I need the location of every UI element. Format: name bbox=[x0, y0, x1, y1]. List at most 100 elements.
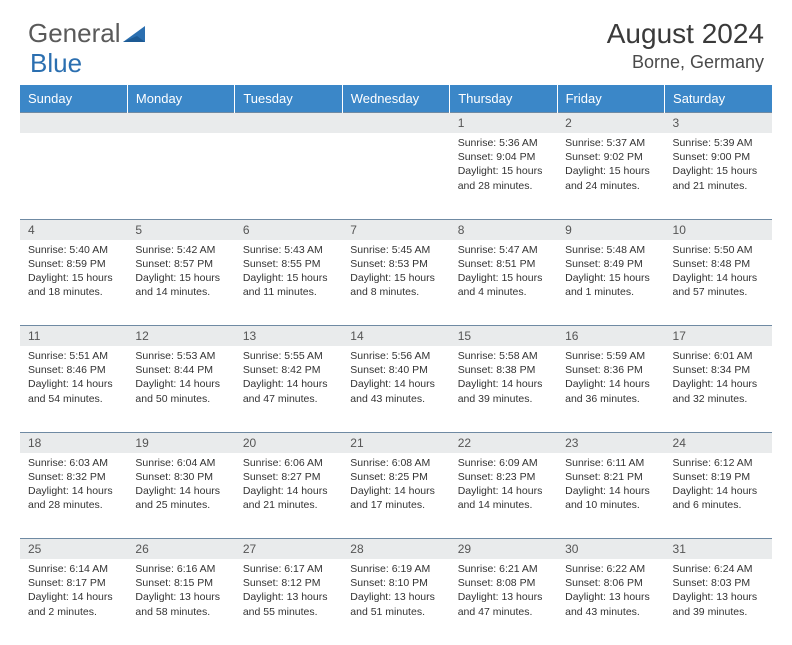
day-content: Sunrise: 6:09 AMSunset: 8:23 PMDaylight:… bbox=[450, 453, 557, 517]
sunrise-text: Sunrise: 5:47 AM bbox=[458, 243, 549, 257]
day-content: Sunrise: 5:37 AMSunset: 9:02 PMDaylight:… bbox=[557, 133, 664, 197]
daylight-text: Daylight: 13 hours and 43 minutes. bbox=[565, 590, 656, 618]
day-number-cell bbox=[127, 113, 234, 134]
day-content-row: Sunrise: 6:14 AMSunset: 8:17 PM Daylight:… bbox=[20, 559, 772, 645]
day-content-cell: Sunrise: 6:22 AMSunset: 8:06 PMDaylight:… bbox=[557, 559, 664, 645]
sunrise-text: Sunrise: 6:01 AM bbox=[673, 349, 764, 363]
day-content: Sunrise: 5:50 AMSunset: 8:48 PMDaylight:… bbox=[665, 240, 772, 304]
daylight-text: Daylight: 14 hours and 25 minutes. bbox=[135, 484, 226, 512]
daylight-text: Daylight: 13 hours and 51 minutes. bbox=[350, 590, 441, 618]
daylight-text: Daylight: 14 hours and 17 minutes. bbox=[350, 484, 441, 512]
day-content-cell: Sunrise: 6:09 AMSunset: 8:23 PMDaylight:… bbox=[450, 453, 557, 539]
daylight-text: Daylight: 14 hours and 43 minutes. bbox=[350, 377, 441, 405]
sunset-text: Sunset: 8:06 PM bbox=[565, 576, 656, 590]
day-content: Sunrise: 5:53 AMSunset: 8:44 PMDaylight:… bbox=[127, 346, 234, 410]
sunrise-text: Sunrise: 6:06 AM bbox=[243, 456, 334, 470]
day-content: Sunrise: 6:16 AMSunset: 8:15 PMDaylight:… bbox=[127, 559, 234, 623]
sunset-text: Sunset: 8:36 PM bbox=[565, 363, 656, 377]
sunset-text: Sunset: 8:51 PM bbox=[458, 257, 549, 271]
day-content-cell: Sunrise: 5:42 AMSunset: 8:57 PMDaylight:… bbox=[127, 240, 234, 326]
sunrise-text: Sunrise: 5:48 AM bbox=[565, 243, 656, 257]
daylight-text: Daylight: 14 hours and 54 minutes. bbox=[28, 377, 119, 405]
sunrise-text: Sunrise: 6:08 AM bbox=[350, 456, 441, 470]
sunrise-text: Sunrise: 6:16 AM bbox=[135, 562, 226, 576]
sunset-text: Sunset: 8:17 PM bbox=[28, 576, 119, 590]
day-content-cell: Sunrise: 5:50 AMSunset: 8:48 PMDaylight:… bbox=[665, 240, 772, 326]
day-number-cell: 29 bbox=[450, 539, 557, 560]
sunrise-text: Sunrise: 6:03 AM bbox=[28, 456, 119, 470]
day-number-row: 45678910 bbox=[20, 219, 772, 240]
day-content: Sunrise: 6:24 AMSunset: 8:03 PMDaylight:… bbox=[665, 559, 772, 623]
daylight-text: Daylight: 15 hours and 11 minutes. bbox=[243, 271, 334, 299]
sunset-text: Sunset: 8:42 PM bbox=[243, 363, 334, 377]
calendar-table: Sunday Monday Tuesday Wednesday Thursday… bbox=[20, 85, 772, 645]
day-content: Sunrise: 6:06 AMSunset: 8:27 PMDaylight:… bbox=[235, 453, 342, 517]
day-content-cell: Sunrise: 5:59 AMSunset: 8:36 PMDaylight:… bbox=[557, 346, 664, 432]
logo: General bbox=[28, 18, 147, 49]
daylight-text: Daylight: 15 hours and 24 minutes. bbox=[565, 164, 656, 192]
daylight-text: Daylight: 15 hours and 14 minutes. bbox=[135, 271, 226, 299]
sunrise-text: Sunrise: 5:51 AM bbox=[28, 349, 119, 363]
weekday-header-row: Sunday Monday Tuesday Wednesday Thursday… bbox=[20, 85, 772, 113]
day-content: Sunrise: 6:04 AMSunset: 8:30 PMDaylight:… bbox=[127, 453, 234, 517]
day-number-cell: 8 bbox=[450, 219, 557, 240]
day-content-cell: Sunrise: 5:53 AMSunset: 8:44 PMDaylight:… bbox=[127, 346, 234, 432]
day-content-cell: Sunrise: 6:24 AMSunset: 8:03 PMDaylight:… bbox=[665, 559, 772, 645]
day-number-cell: 14 bbox=[342, 326, 449, 347]
day-number-cell: 31 bbox=[665, 539, 772, 560]
header: General August 2024 Borne, Germany bbox=[0, 0, 792, 81]
day-content: Sunrise: 6:14 AMSunset: 8:17 PMDaylight:… bbox=[20, 559, 127, 623]
day-content-cell: Sunrise: 6:16 AMSunset: 8:15 PMDaylight:… bbox=[127, 559, 234, 645]
day-number-cell: 4 bbox=[20, 219, 127, 240]
day-content-cell: Sunrise: 5:43 AMSunset: 8:55 PMDaylight:… bbox=[235, 240, 342, 326]
sunset-text: Sunset: 8:48 PM bbox=[673, 257, 764, 271]
sunset-text: Sunset: 8:27 PM bbox=[243, 470, 334, 484]
day-number-cell: 21 bbox=[342, 432, 449, 453]
daylight-text: Daylight: 14 hours and 6 minutes. bbox=[673, 484, 764, 512]
sunrise-text: Sunrise: 5:59 AM bbox=[565, 349, 656, 363]
daylight-text: Daylight: 14 hours and 57 minutes. bbox=[673, 271, 764, 299]
sunrise-text: Sunrise: 5:42 AM bbox=[135, 243, 226, 257]
day-content-row: Sunrise: 5:40 AMSunset: 8:59 PMDaylight:… bbox=[20, 240, 772, 326]
day-content-row: Sunrise: 6:03 AMSunset: 8:32 PMDaylight:… bbox=[20, 453, 772, 539]
day-content-cell bbox=[20, 133, 127, 219]
day-number-cell bbox=[20, 113, 127, 134]
day-number-cell: 24 bbox=[665, 432, 772, 453]
daylight-text: Daylight: 13 hours and 47 minutes. bbox=[458, 590, 549, 618]
day-content: Sunrise: 6:12 AMSunset: 8:19 PMDaylight:… bbox=[665, 453, 772, 517]
day-number-cell: 25 bbox=[20, 539, 127, 560]
sunrise-text: Sunrise: 6:09 AM bbox=[458, 456, 549, 470]
day-content-cell: Sunrise: 6:04 AMSunset: 8:30 PMDaylight:… bbox=[127, 453, 234, 539]
day-number-cell: 7 bbox=[342, 219, 449, 240]
day-content: Sunrise: 5:36 AMSunset: 9:04 PMDaylight:… bbox=[450, 133, 557, 197]
sunrise-text: Sunrise: 6:14 AM bbox=[28, 562, 119, 576]
day-content: Sunrise: 5:59 AMSunset: 8:36 PMDaylight:… bbox=[557, 346, 664, 410]
day-number-row: 123 bbox=[20, 113, 772, 134]
sunset-text: Sunset: 8:44 PM bbox=[135, 363, 226, 377]
day-content: Sunrise: 6:17 AMSunset: 8:12 PMDaylight:… bbox=[235, 559, 342, 623]
day-content-cell: Sunrise: 6:19 AMSunset: 8:10 PMDaylight:… bbox=[342, 559, 449, 645]
sunrise-text: Sunrise: 6:12 AM bbox=[673, 456, 764, 470]
month-title: August 2024 bbox=[607, 18, 764, 50]
day-number-cell: 6 bbox=[235, 219, 342, 240]
day-content-cell: Sunrise: 6:08 AMSunset: 8:25 PMDaylight:… bbox=[342, 453, 449, 539]
day-content-cell: Sunrise: 5:36 AMSunset: 9:04 PMDaylight:… bbox=[450, 133, 557, 219]
day-content: Sunrise: 6:11 AMSunset: 8:21 PMDaylight:… bbox=[557, 453, 664, 517]
weekday-header: Thursday bbox=[450, 85, 557, 113]
daylight-text: Daylight: 14 hours and 39 minutes. bbox=[458, 377, 549, 405]
day-number-cell bbox=[342, 113, 449, 134]
day-content: Sunrise: 5:47 AMSunset: 8:51 PMDaylight:… bbox=[450, 240, 557, 304]
day-content-row: Sunrise: 5:36 AMSunset: 9:04 PMDaylight:… bbox=[20, 133, 772, 219]
day-number-cell: 27 bbox=[235, 539, 342, 560]
daylight-text: Daylight: 14 hours and 36 minutes. bbox=[565, 377, 656, 405]
day-content-cell bbox=[342, 133, 449, 219]
day-content-cell: Sunrise: 6:17 AMSunset: 8:12 PMDaylight:… bbox=[235, 559, 342, 645]
day-content-cell: Sunrise: 6:14 AMSunset: 8:17 PMDaylight:… bbox=[20, 559, 127, 645]
sunset-text: Sunset: 8:19 PM bbox=[673, 470, 764, 484]
day-number-cell: 3 bbox=[665, 113, 772, 134]
sunrise-text: Sunrise: 5:55 AM bbox=[243, 349, 334, 363]
sunset-text: Sunset: 8:30 PM bbox=[135, 470, 226, 484]
daylight-text: Daylight: 14 hours and 21 minutes. bbox=[243, 484, 334, 512]
daylight-text: Daylight: 14 hours and 50 minutes. bbox=[135, 377, 226, 405]
day-number-cell: 23 bbox=[557, 432, 664, 453]
